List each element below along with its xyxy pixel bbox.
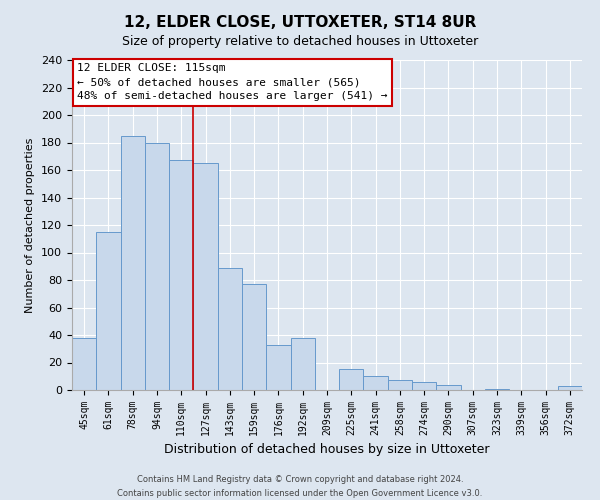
Bar — [242, 284, 266, 390]
Text: 12, ELDER CLOSE, UTTOXETER, ST14 8UR: 12, ELDER CLOSE, UTTOXETER, ST14 8UR — [124, 15, 476, 30]
Bar — [169, 160, 193, 390]
Bar — [485, 388, 509, 390]
Bar — [339, 370, 364, 390]
Bar — [193, 163, 218, 390]
X-axis label: Distribution of detached houses by size in Uttoxeter: Distribution of detached houses by size … — [164, 444, 490, 456]
Bar — [218, 268, 242, 390]
Bar — [145, 142, 169, 390]
Bar — [364, 376, 388, 390]
Bar — [96, 232, 121, 390]
Y-axis label: Number of detached properties: Number of detached properties — [25, 138, 35, 312]
Bar — [388, 380, 412, 390]
Bar — [72, 338, 96, 390]
Bar — [290, 338, 315, 390]
Text: 12 ELDER CLOSE: 115sqm
← 50% of detached houses are smaller (565)
48% of semi-de: 12 ELDER CLOSE: 115sqm ← 50% of detached… — [77, 64, 388, 102]
Bar — [436, 384, 461, 390]
Bar — [266, 344, 290, 390]
Text: Contains HM Land Registry data © Crown copyright and database right 2024.
Contai: Contains HM Land Registry data © Crown c… — [118, 476, 482, 498]
Bar — [558, 386, 582, 390]
Text: Size of property relative to detached houses in Uttoxeter: Size of property relative to detached ho… — [122, 35, 478, 48]
Bar — [412, 382, 436, 390]
Bar — [121, 136, 145, 390]
